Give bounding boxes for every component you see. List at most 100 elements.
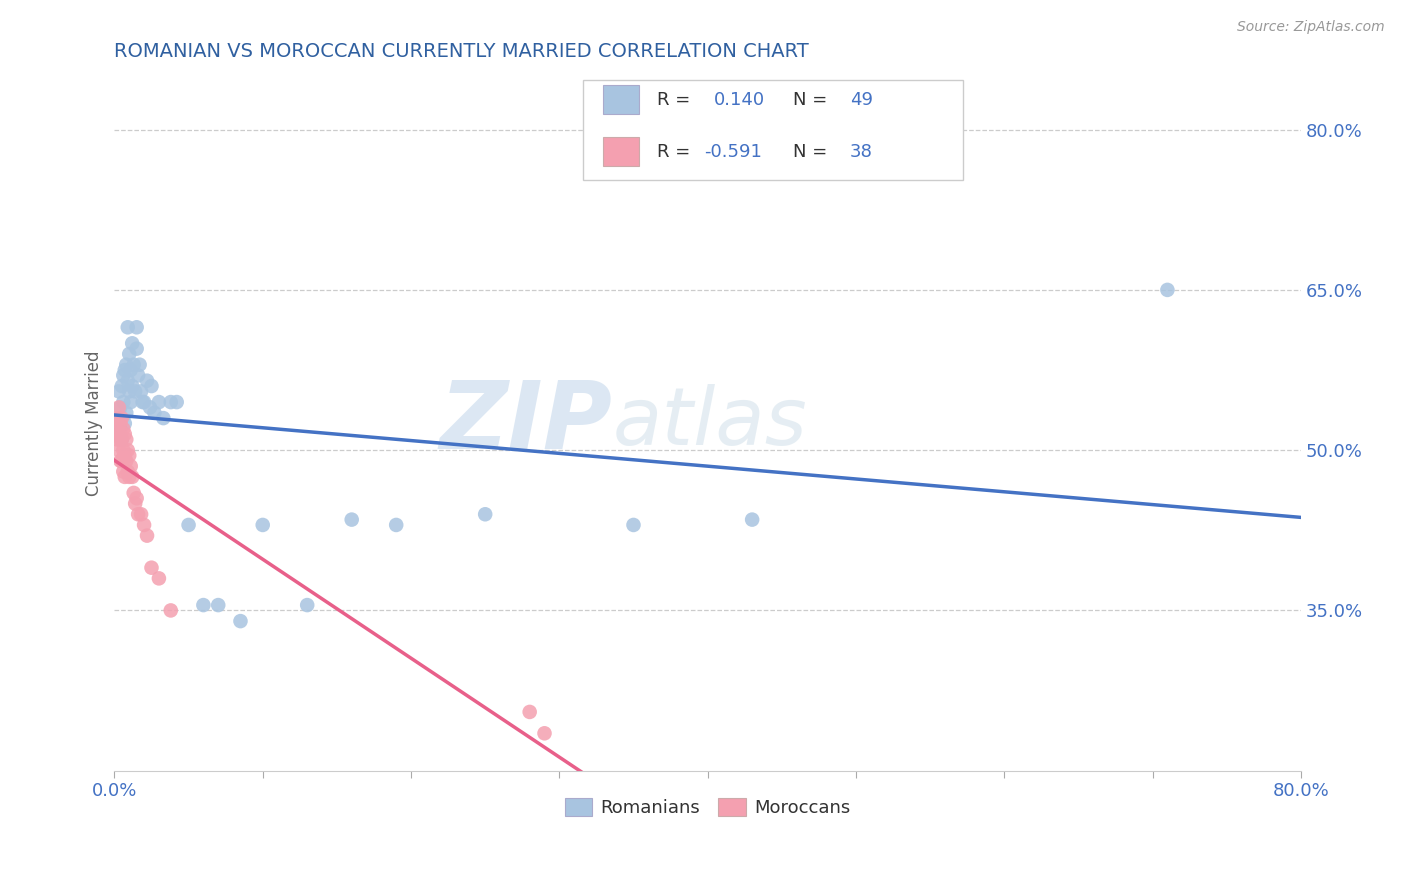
Point (110, 422, 132, 436)
Point (121, 379, 143, 393)
Point (114, 363, 136, 377)
Point (143, 406, 166, 420)
Point (110, 433, 132, 447)
Point (112, 443, 135, 458)
Point (114, 470, 136, 484)
Point (110, 454, 132, 468)
Point (117, 465, 139, 479)
Point (141, 560, 163, 574)
Text: 38: 38 (851, 143, 873, 161)
Point (120, 395, 142, 409)
Point (117, 374, 139, 388)
Point (112, 422, 135, 436)
Point (110, 417, 132, 431)
Point (115, 454, 138, 468)
Point (121, 336, 143, 351)
Point (252, 518, 274, 533)
Point (533, 726, 555, 740)
Point (159, 395, 181, 409)
Text: 0.140: 0.140 (714, 91, 765, 109)
Point (152, 411, 174, 425)
Text: R =: R = (657, 143, 696, 161)
Point (193, 598, 215, 612)
Point (105, 411, 128, 425)
Point (177, 518, 200, 533)
Point (120, 459, 142, 474)
Point (125, 320, 148, 334)
Point (124, 497, 146, 511)
Point (118, 384, 141, 399)
Text: N =: N = (793, 91, 834, 109)
Point (136, 374, 159, 388)
Point (141, 379, 163, 393)
Point (115, 406, 138, 420)
Point (741, 513, 763, 527)
Point (127, 508, 149, 522)
Point (115, 433, 138, 447)
Point (118, 347, 141, 361)
Point (136, 528, 159, 542)
Point (114, 417, 136, 431)
Point (124, 384, 146, 399)
Text: Source: ZipAtlas.com: Source: ZipAtlas.com (1237, 20, 1385, 34)
Point (297, 598, 319, 612)
Point (128, 358, 150, 372)
Point (117, 443, 139, 458)
Point (112, 395, 135, 409)
Point (120, 363, 142, 377)
Point (129, 508, 152, 522)
Point (148, 395, 170, 409)
Point (148, 571, 170, 585)
Point (108, 384, 131, 399)
Point (111, 433, 134, 447)
Point (112, 368, 135, 383)
Point (132, 518, 155, 533)
Text: R =: R = (657, 91, 696, 109)
Point (129, 384, 152, 399)
Point (104, 422, 127, 436)
Text: 49: 49 (851, 91, 873, 109)
Point (115, 358, 138, 372)
Point (105, 411, 128, 425)
Text: ROMANIAN VS MOROCCAN CURRENTLY MARRIED CORRELATION CHART: ROMANIAN VS MOROCCAN CURRENTLY MARRIED C… (114, 42, 810, 61)
Text: atlas: atlas (613, 384, 807, 462)
Point (108, 401, 131, 415)
Point (166, 395, 188, 409)
FancyBboxPatch shape (603, 86, 638, 114)
Point (121, 470, 143, 484)
Y-axis label: Currently Married: Currently Married (86, 351, 103, 496)
Point (108, 443, 131, 458)
Point (127, 368, 149, 383)
Text: N =: N = (793, 143, 834, 161)
Point (132, 395, 155, 409)
Point (111, 411, 134, 425)
Text: -0.591: -0.591 (704, 143, 762, 161)
Point (131, 395, 153, 409)
Point (474, 508, 496, 522)
Point (111, 454, 134, 468)
Point (118, 449, 141, 463)
Text: ZIP: ZIP (440, 377, 613, 469)
Point (207, 598, 229, 612)
Point (519, 705, 541, 719)
Point (111, 379, 134, 393)
Point (125, 491, 148, 506)
Point (114, 427, 136, 442)
Point (139, 401, 162, 415)
Point (108, 427, 131, 442)
Point (229, 614, 252, 628)
Legend: Romanians, Moroccans: Romanians, Moroccans (557, 790, 858, 824)
Point (125, 342, 148, 356)
Point (105, 433, 128, 447)
Point (112, 465, 135, 479)
Point (122, 486, 145, 500)
Point (110, 401, 132, 415)
Point (623, 518, 645, 533)
Point (159, 603, 181, 617)
Point (118, 470, 141, 484)
Point (340, 513, 363, 527)
Point (111, 433, 134, 447)
FancyBboxPatch shape (583, 79, 963, 180)
Point (122, 358, 145, 372)
Point (385, 518, 408, 533)
